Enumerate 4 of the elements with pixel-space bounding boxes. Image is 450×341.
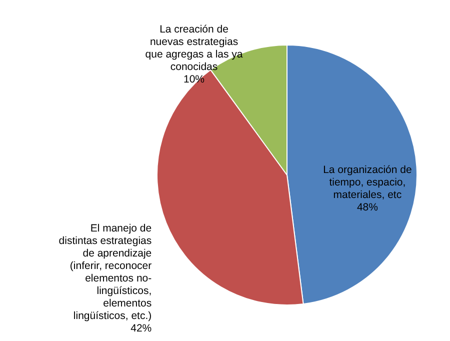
slice-label: La organización de tiempo, espacio, materiales, etc	[323, 164, 412, 201]
slice-label: El manejo de distintas estrategias de aprendizaje (inferir, reconocer elementos no- lingüísticos, elementos lingüísticos, etc.)	[58, 222, 152, 322]
data-label: 48%	[356, 201, 378, 214]
data-label: 42%	[130, 322, 152, 335]
